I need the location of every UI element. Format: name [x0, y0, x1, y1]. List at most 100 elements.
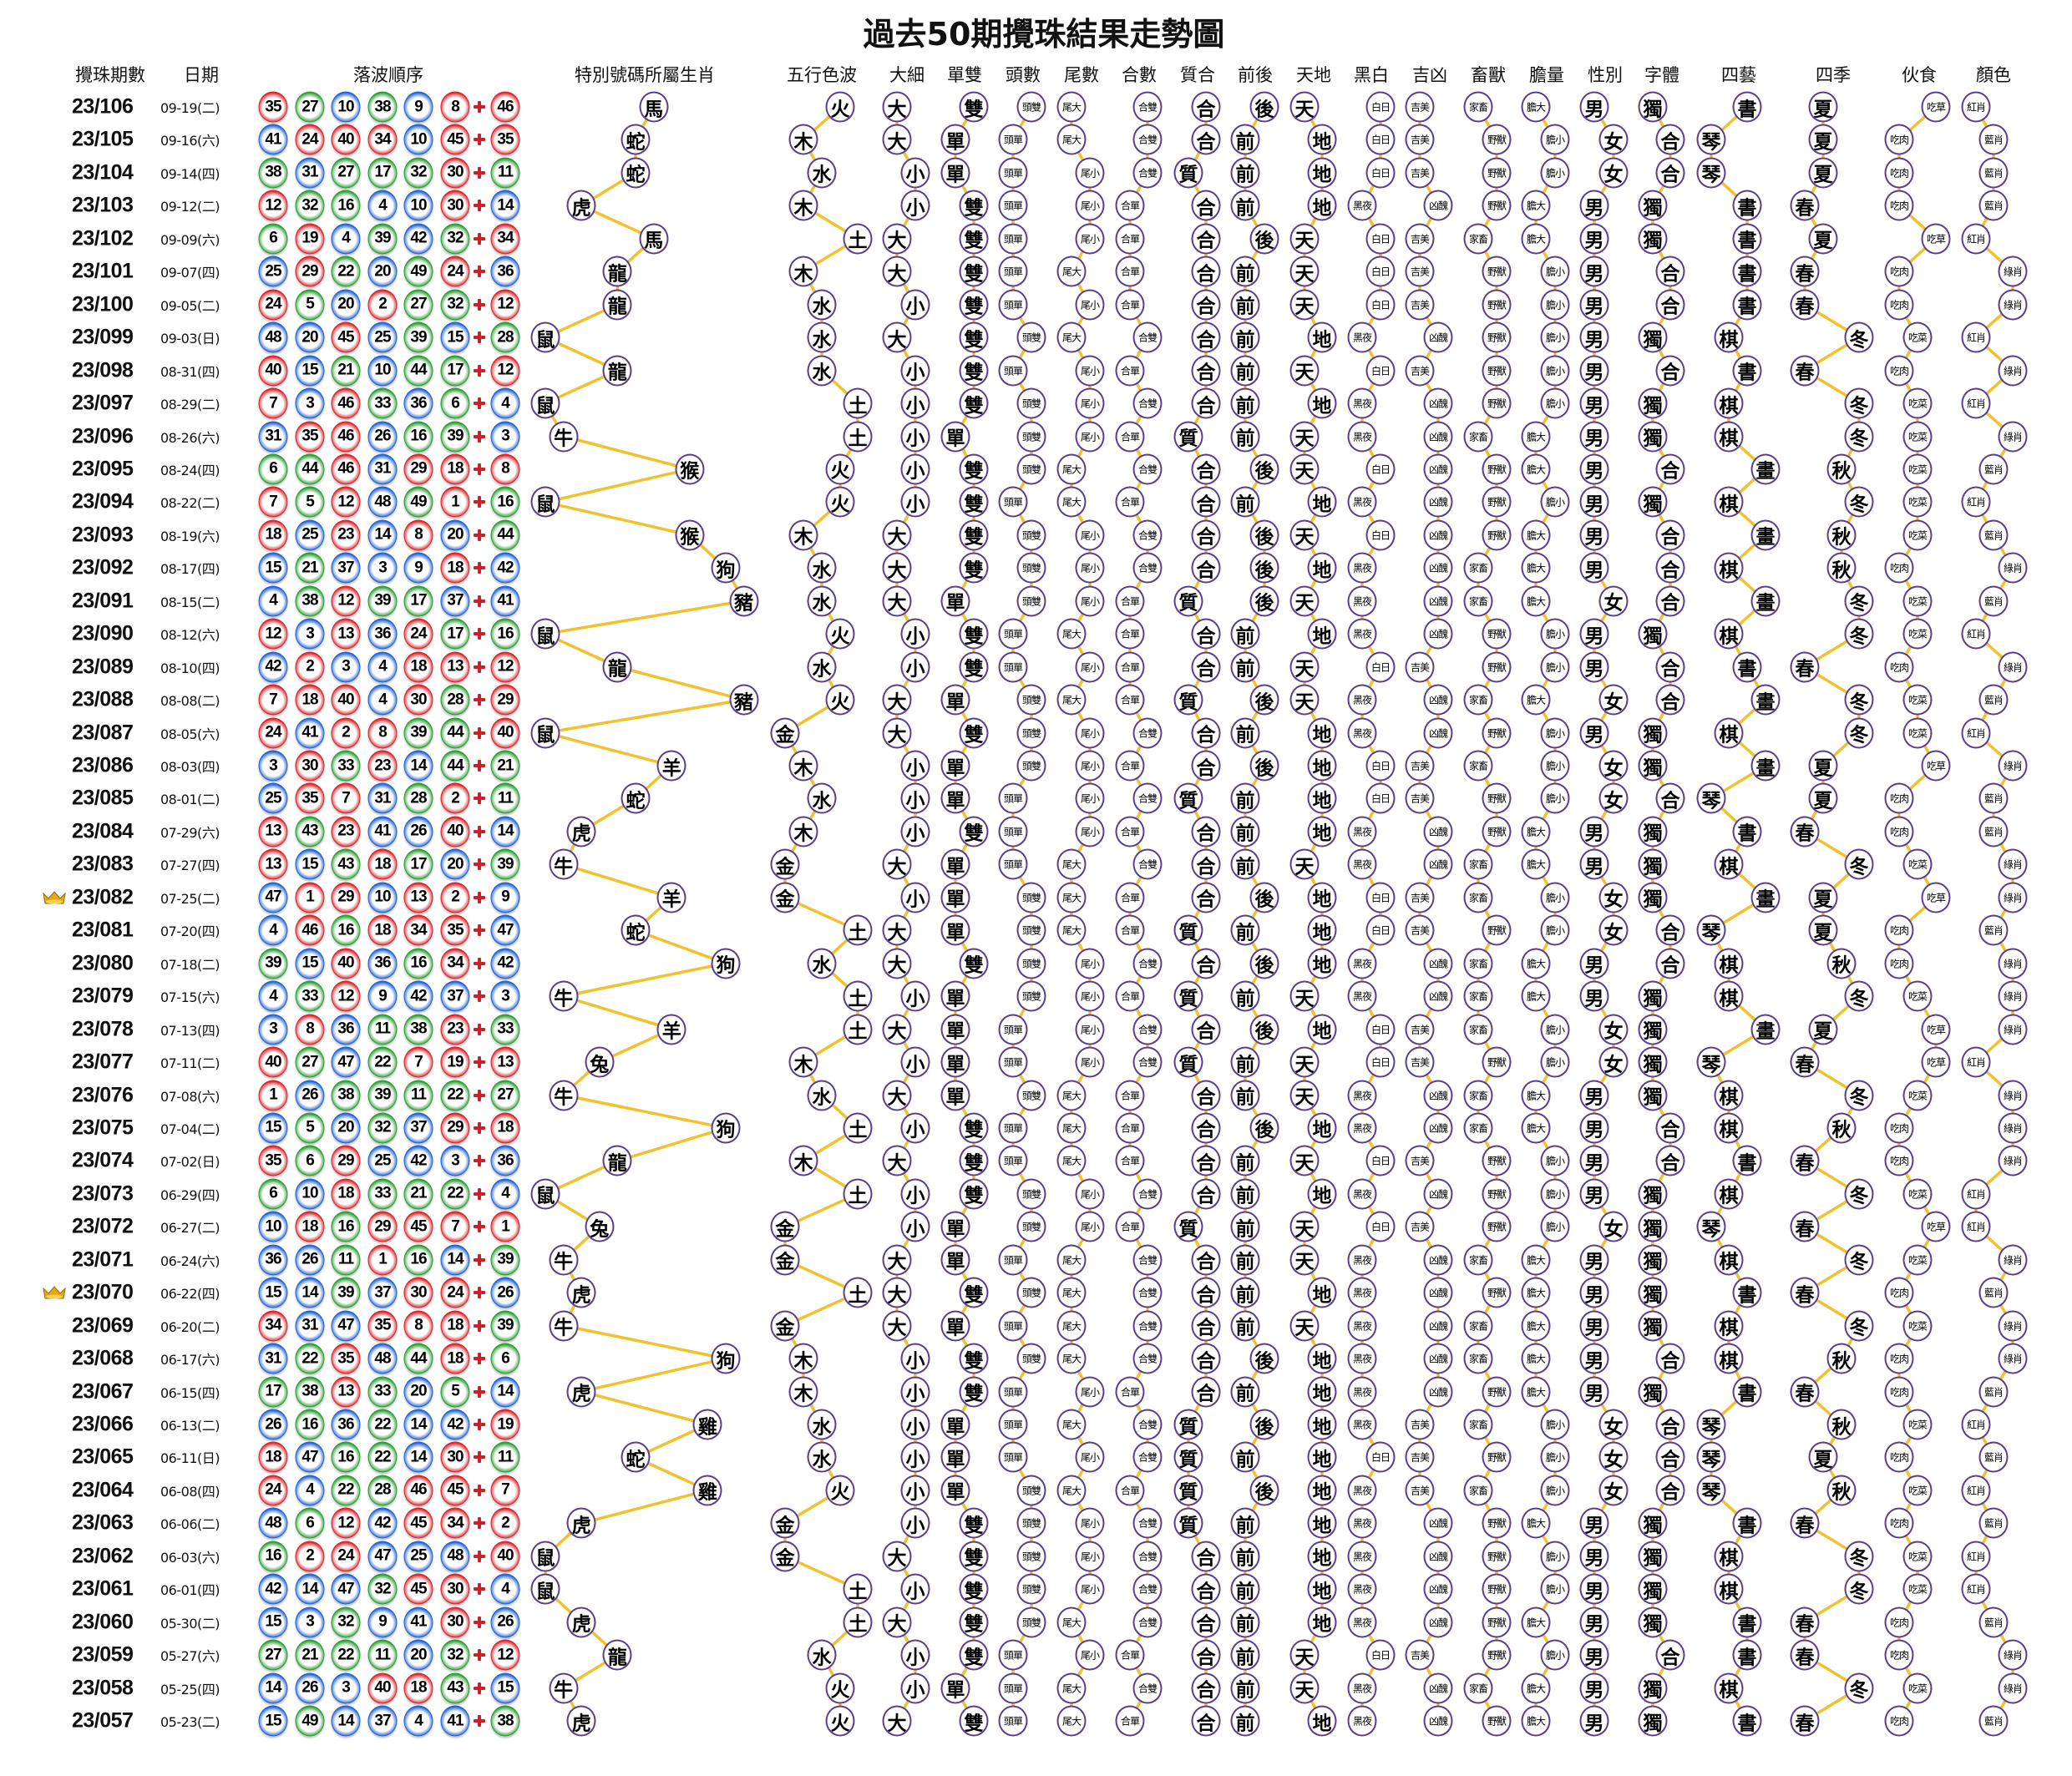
- ball: 37: [440, 585, 470, 617]
- attribute-node: 天: [1289, 256, 1320, 287]
- ball: 30: [440, 157, 470, 189]
- attribute-node: 男: [1579, 618, 1609, 650]
- attribute-node: 綠肖: [1998, 948, 2028, 979]
- attribute-node: 琴: [1696, 1211, 1726, 1242]
- ball: 22: [367, 1046, 398, 1078]
- attribute-node: 家畜: [1463, 750, 1493, 782]
- ball: 26: [367, 421, 398, 452]
- attribute-node: 尾大: [1056, 486, 1087, 518]
- attribute-node: 紅肖: [1961, 1211, 1991, 1242]
- attribute-node: 春: [1790, 289, 1820, 321]
- attribute-node: 尾小: [1075, 1639, 1105, 1671]
- attribute-node: 頭雙: [1016, 552, 1046, 584]
- column-header-10: 吉凶: [1412, 62, 1447, 87]
- draw-date: 07-08(六): [160, 1085, 220, 1106]
- ball: 31: [295, 157, 325, 189]
- attribute-node: 合: [1655, 355, 1685, 387]
- ball: 46: [331, 387, 361, 419]
- attribute-node: 凶醜: [1423, 1112, 1453, 1144]
- attribute-node: 書: [1732, 1145, 1762, 1176]
- attribute-node: 合: [1191, 1573, 1221, 1605]
- ball: 29: [331, 1145, 361, 1176]
- plus-icon: [474, 1023, 485, 1035]
- attribute-node: 頭雙: [1016, 980, 1046, 1012]
- attribute-node: 小: [900, 882, 930, 913]
- period-number: 23/086: [72, 754, 134, 778]
- attribute-node: 紅肖: [1961, 1573, 1991, 1605]
- ball: 42: [258, 651, 288, 683]
- attribute-node: 黑夜: [1347, 717, 1377, 749]
- ball: 9: [403, 91, 433, 123]
- ball: 12: [331, 585, 361, 617]
- attribute-node: 女: [1598, 124, 1629, 155]
- attribute-node: 小: [900, 1211, 930, 1242]
- ball: 17: [440, 355, 470, 387]
- attribute-node: 吃菜: [1902, 1244, 1933, 1276]
- attribute-node: 秋: [1826, 552, 1857, 584]
- attribute-node: 木: [788, 750, 818, 782]
- ball: 16: [331, 1211, 361, 1242]
- attribute-node: 綠肖: [1998, 256, 2028, 287]
- attribute-node: 前: [1230, 1705, 1260, 1737]
- attribute-node: 夏: [1808, 914, 1838, 946]
- attribute-node: 黑夜: [1347, 684, 1377, 716]
- attribute-node: 凶醜: [1423, 1277, 1453, 1308]
- ball: 14: [331, 1705, 361, 1737]
- ball: 23: [331, 816, 361, 848]
- special-ball: 18: [490, 1112, 520, 1144]
- attribute-node: 頭雙: [1016, 1343, 1046, 1374]
- attribute-node: 女: [1598, 1441, 1629, 1473]
- attribute-node: 畫: [1750, 1014, 1781, 1045]
- ball: 13: [440, 651, 470, 683]
- attribute-node: 藍肖: [1978, 1606, 2009, 1638]
- ball: 22: [440, 1178, 470, 1210]
- attribute-node: 冬: [1844, 585, 1874, 617]
- attribute-node: 合雙: [1132, 1178, 1163, 1210]
- ball: 45: [403, 1573, 433, 1605]
- attribute-node: 頭雙: [1016, 519, 1046, 551]
- attribute-node: 白日: [1365, 1145, 1396, 1176]
- attribute-node: 男: [1579, 453, 1609, 485]
- attribute-node: 膽大: [1521, 816, 1551, 848]
- attribute-node: 天: [1289, 1046, 1320, 1078]
- special-ball: 12: [490, 651, 520, 683]
- zodiac-node: 兔: [585, 1211, 615, 1242]
- plus-icon: [474, 1121, 485, 1134]
- period-number: 23/063: [72, 1511, 134, 1536]
- attribute-node: 水: [807, 289, 837, 321]
- attribute-node: 地: [1307, 1705, 1337, 1737]
- ball: 38: [367, 91, 398, 123]
- attribute-node: 合雙: [1132, 1343, 1163, 1374]
- attribute-node: 野獸: [1482, 914, 1512, 946]
- attribute-node: 合單: [1115, 882, 1145, 913]
- attribute-node: 野獸: [1482, 1541, 1512, 1572]
- attribute-node: 吃肉: [1884, 816, 1914, 848]
- attribute-node: 前: [1230, 816, 1260, 848]
- attribute-node: 單: [940, 1014, 970, 1045]
- attribute-node: 藍肖: [1978, 1441, 2009, 1473]
- zodiac-trend-line: [545, 731, 672, 767]
- attribute-node: 男: [1579, 321, 1609, 353]
- attribute-node: 男: [1579, 1507, 1609, 1539]
- attribute-node: 綠肖: [1998, 1014, 2028, 1045]
- attribute-node: 春: [1790, 256, 1820, 287]
- attribute-node: 合: [1191, 882, 1221, 913]
- attribute-node: 白日: [1365, 1441, 1396, 1473]
- attribute-node: 綠肖: [1998, 848, 2028, 880]
- attribute-node: 琴: [1696, 1046, 1726, 1078]
- attribute-node: 凶醜: [1423, 585, 1453, 617]
- special-ball: 8: [490, 453, 520, 485]
- attribute-node: 雙: [959, 91, 989, 123]
- attribute-node: 地: [1307, 1441, 1337, 1473]
- attribute-node: 琴: [1696, 1441, 1726, 1473]
- attribute-node: 木: [788, 1343, 818, 1374]
- attribute-node: 琴: [1696, 1475, 1726, 1506]
- attribute-node: 吉美: [1405, 782, 1435, 814]
- plus-icon: [474, 1583, 485, 1596]
- attribute-node: 吃肉: [1884, 157, 1914, 189]
- attribute-node: 天: [1289, 1080, 1320, 1111]
- attribute-node: 前: [1230, 1178, 1260, 1210]
- zodiac-node: 狗: [711, 1343, 741, 1374]
- attribute-node: 吉美: [1405, 355, 1435, 387]
- attribute-node: 獨: [1638, 882, 1668, 913]
